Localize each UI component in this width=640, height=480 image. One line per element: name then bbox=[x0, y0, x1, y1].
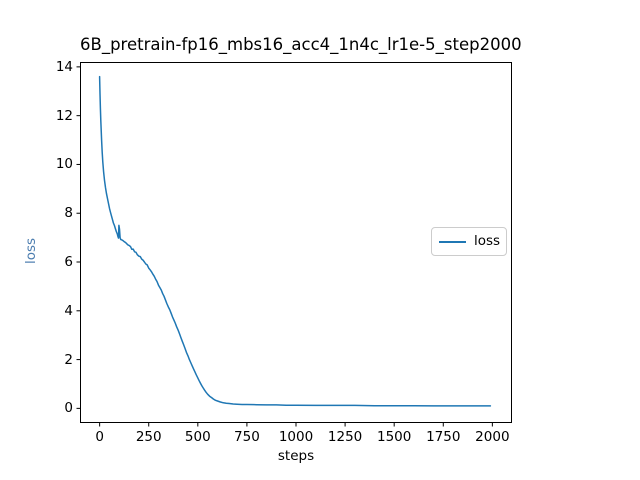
y-tick-label: 8 bbox=[64, 205, 73, 222]
x-tick-label: 0 bbox=[95, 429, 104, 445]
y-tick-label: 12 bbox=[55, 107, 73, 124]
y-tick-label: 6 bbox=[64, 254, 73, 270]
legend: loss bbox=[431, 227, 507, 256]
axes-frame bbox=[80, 62, 512, 423]
y-tick-label: 10 bbox=[55, 156, 73, 173]
x-tick-label: 750 bbox=[234, 429, 260, 445]
x-tick-label: 1500 bbox=[376, 429, 412, 445]
y-tick-label: 14 bbox=[55, 58, 73, 75]
x-tick-label: 500 bbox=[184, 429, 211, 445]
tick-marks bbox=[76, 66, 493, 427]
x-tick-label: 1750 bbox=[426, 429, 461, 445]
x-axis-label: steps bbox=[277, 448, 315, 464]
y-axis-label: loss bbox=[23, 237, 39, 265]
legend-line-sample-icon bbox=[439, 240, 466, 243]
x-tick-label: 1250 bbox=[327, 429, 363, 445]
x-tick-label: 2000 bbox=[475, 429, 510, 445]
y-tick-label: 2 bbox=[64, 351, 73, 368]
legend-label: loss bbox=[474, 232, 501, 249]
y-tick-label: 0 bbox=[64, 400, 73, 417]
loss-curve bbox=[98, 75, 492, 407]
x-tick-label: 1000 bbox=[278, 429, 314, 445]
x-tick-label: 250 bbox=[135, 429, 162, 445]
plot-area bbox=[76, 62, 512, 427]
chart-title: 6B_pretrain-fp16_mbs16_acc4_1n4c_lr1e-5_… bbox=[80, 35, 522, 54]
y-tick-label: 4 bbox=[64, 302, 73, 319]
